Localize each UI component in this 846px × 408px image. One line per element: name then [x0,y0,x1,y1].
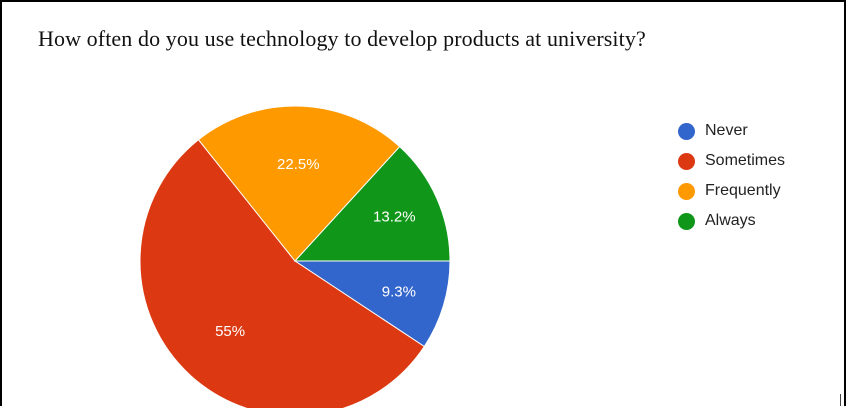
legend-swatch-frequently [678,182,695,200]
chart-title: How often do you use technology to devel… [38,26,646,51]
legend-label-always: Always [705,212,756,229]
legend-item-always[interactable]: Always [678,206,785,236]
legend-label-frequently: Frequently [705,182,781,199]
legend-item-sometimes[interactable]: Sometimes [678,146,785,176]
pie-slice-always[interactable] [293,145,451,262]
pie-slice-never[interactable] [293,260,451,348]
slice-label-frequently: 22.5% [277,156,320,173]
legend-swatch-always [678,212,695,230]
slice-label-never: 9.3% [382,283,416,300]
legend-swatch-never [678,122,695,140]
edge-mark [840,394,841,406]
legend-label-never: Never [705,122,748,139]
legend-item-frequently[interactable]: Frequently [678,176,785,206]
slice-label-sometimes: 55% [215,323,245,340]
legend-label-sometimes: Sometimes [705,152,786,169]
pie-slice-frequently[interactable] [197,105,401,262]
pie-slice-sometimes[interactable] [139,139,425,408]
legend: Never Sometimes Frequently Always [678,116,785,236]
legend-item-never[interactable]: Never [678,116,785,146]
slice-label-always: 13.2% [373,208,416,225]
legend-swatch-sometimes [678,152,695,170]
